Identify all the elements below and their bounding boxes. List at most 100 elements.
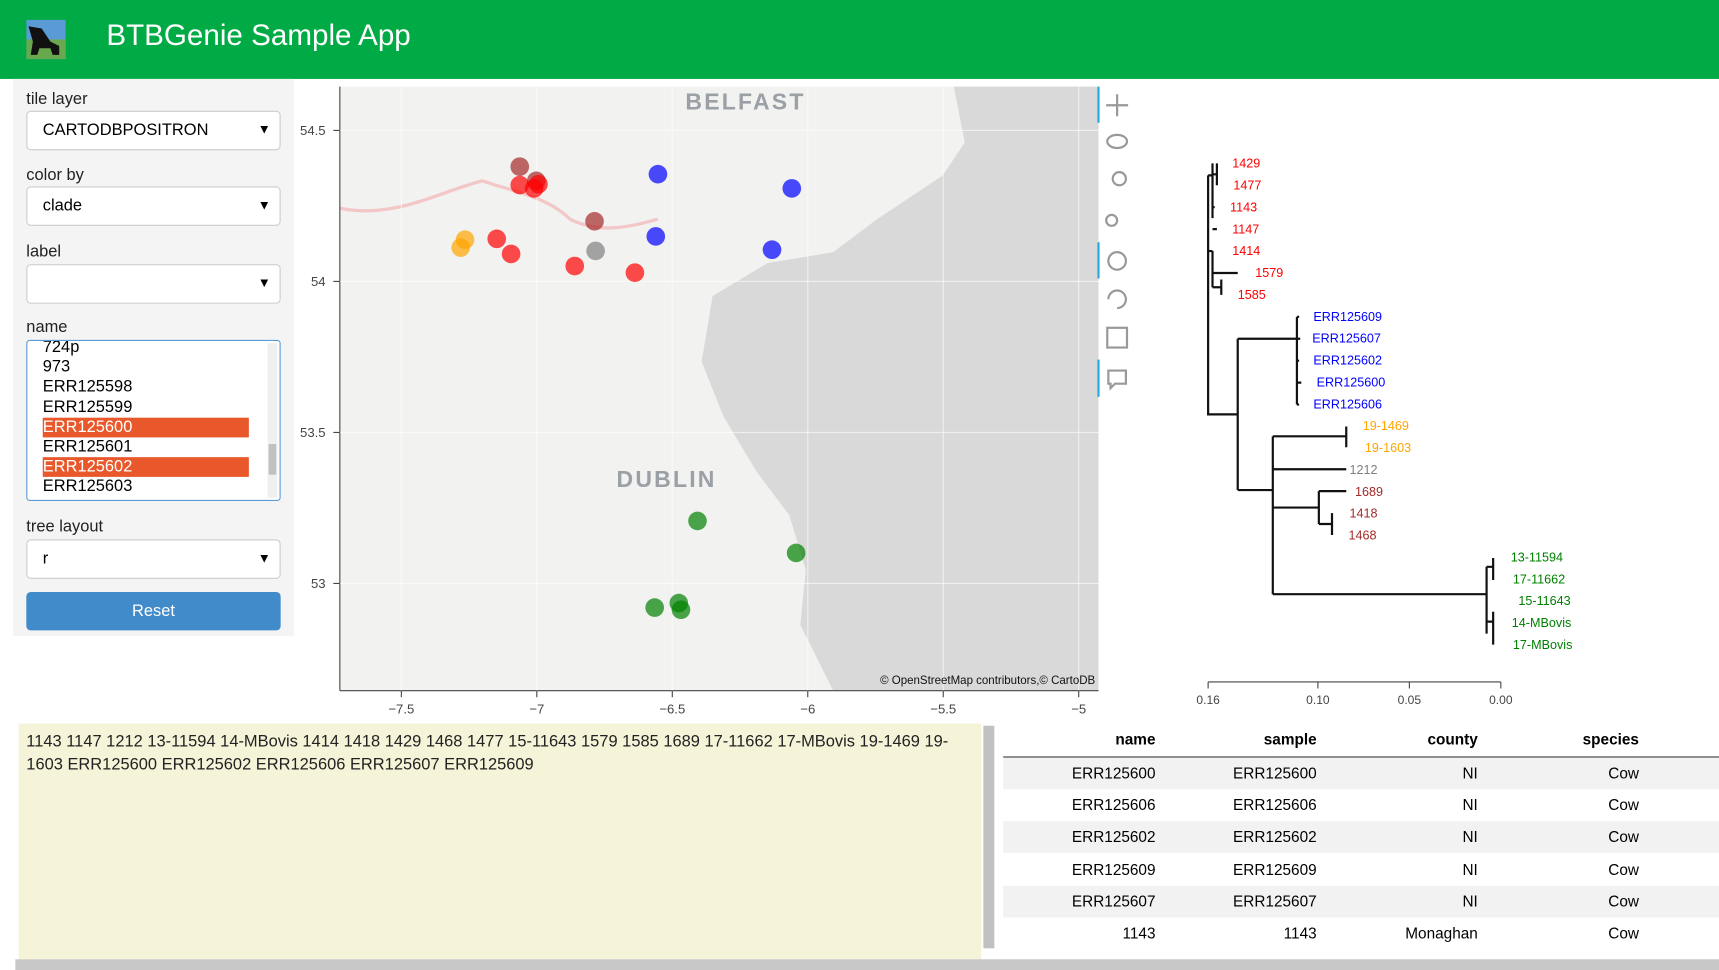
list-option[interactable]: ERR125603 bbox=[42, 477, 133, 496]
box-zoom-tool[interactable] bbox=[1111, 171, 1127, 187]
reset-tool[interactable] bbox=[1107, 289, 1127, 310]
control-label: name bbox=[26, 317, 68, 337]
table-cell: 1143 bbox=[1122, 924, 1156, 942]
table-cell: ERR125609 bbox=[1071, 860, 1156, 878]
tree-tick-label: 0.10 bbox=[1306, 693, 1330, 707]
lasso-tool[interactable] bbox=[1106, 133, 1129, 150]
x-tick-label: −7.5 bbox=[388, 702, 414, 717]
tree-tick-label: 0.16 bbox=[1196, 693, 1220, 707]
list-option[interactable]: ERR125601 bbox=[42, 437, 133, 457]
leaf-label: 1468 bbox=[1348, 529, 1376, 543]
map-point bbox=[501, 244, 521, 264]
control-label: tree layout bbox=[26, 517, 104, 537]
table-cell: Cow bbox=[1608, 764, 1639, 782]
table-cell: ERR125602 bbox=[1233, 828, 1317, 846]
leaf-label: 1212 bbox=[1350, 463, 1378, 477]
table-header-rule bbox=[1003, 756, 1719, 758]
leaf-label: 17-11662 bbox=[1513, 572, 1565, 586]
scroll-thumb bbox=[268, 444, 277, 475]
leaf-label: 1585 bbox=[1238, 288, 1266, 302]
map-point bbox=[782, 179, 802, 198]
zoom-tool[interactable] bbox=[1105, 213, 1119, 227]
leaf-label: 1579 bbox=[1255, 266, 1283, 280]
table-cell: ERR125607 bbox=[1233, 892, 1317, 910]
leaf-label: ERR125606 bbox=[1313, 397, 1382, 411]
table-cell: ERR125609 bbox=[1233, 860, 1317, 878]
reset-button[interactable]: Reset bbox=[26, 592, 281, 631]
leaf-label: ERR125607 bbox=[1312, 332, 1381, 346]
table-cell: ERR125600 bbox=[1233, 764, 1317, 782]
attribution: © OpenStreetMap contributors,© CartoDB bbox=[880, 675, 1095, 687]
map-point bbox=[645, 598, 665, 617]
table-cell: NI bbox=[1462, 796, 1478, 814]
select[interactable]: CARTODBPOSITRON bbox=[26, 110, 281, 151]
place-label: DUBLIN bbox=[617, 466, 717, 492]
y-tick-label: 53 bbox=[311, 576, 326, 591]
name-list[interactable]: 724p 973 ERR125598 ERR125599 ERR125600 ERR125… bbox=[26, 339, 281, 502]
app-title: BTBGenie Sample App bbox=[106, 18, 411, 52]
x-tick-label: −5 bbox=[1071, 702, 1086, 717]
map-point bbox=[688, 511, 707, 531]
leaf-label: 15-11643 bbox=[1518, 594, 1570, 608]
x-tick-label: −5.5 bbox=[930, 702, 956, 717]
table-cell: NI bbox=[1462, 828, 1478, 846]
control-label: tile layer bbox=[26, 89, 88, 109]
pan-tool[interactable] bbox=[1106, 94, 1129, 117]
column-header: sample bbox=[1263, 730, 1317, 748]
map-point bbox=[529, 174, 548, 194]
table-cell: Cow bbox=[1608, 860, 1639, 878]
table-cell: ERR125600 bbox=[1071, 764, 1156, 782]
leaf-label: ERR125600 bbox=[1317, 375, 1386, 389]
map-point bbox=[487, 229, 507, 249]
list-option[interactable]: ERR125602 bbox=[42, 457, 249, 478]
table-cell: ERR125607 bbox=[1071, 892, 1156, 910]
column-header: species bbox=[1582, 730, 1639, 748]
select[interactable] bbox=[26, 264, 281, 304]
table-cell: ERR125602 bbox=[1071, 828, 1156, 846]
list-option[interactable]: 973 bbox=[42, 357, 71, 377]
select[interactable]: clade bbox=[26, 186, 281, 226]
list-option[interactable]: ERR125600 bbox=[42, 417, 249, 438]
column-header: county bbox=[1427, 730, 1478, 748]
list-option[interactable]: ERR125599 bbox=[42, 397, 133, 417]
tree-branches bbox=[1207, 163, 1495, 645]
leaf-label: 17-MBovis bbox=[1513, 638, 1572, 652]
table-cell: ERR125606 bbox=[1071, 796, 1156, 814]
leaf-label: 14-MBovis bbox=[1512, 616, 1572, 630]
map-point bbox=[451, 238, 471, 257]
table-row bbox=[1003, 821, 1719, 854]
x-tick-label: −6.5 bbox=[659, 702, 685, 717]
tree-tick-label: 0.00 bbox=[1489, 693, 1513, 707]
leaf-label: 1143 bbox=[1230, 200, 1257, 214]
map-point bbox=[648, 164, 668, 184]
x-tick-label: −6 bbox=[800, 702, 815, 717]
list-option[interactable]: 724p bbox=[42, 339, 80, 357]
select[interactable]: r bbox=[26, 539, 281, 579]
table-cell: Cow bbox=[1608, 924, 1639, 942]
map-point bbox=[671, 600, 691, 620]
hover-tool[interactable] bbox=[1107, 369, 1127, 391]
control-label: label bbox=[26, 242, 62, 261]
map-point bbox=[510, 157, 530, 176]
scrollbar bbox=[267, 343, 278, 498]
table-cell: Cow bbox=[1608, 828, 1639, 846]
map-point bbox=[586, 241, 605, 261]
logo bbox=[26, 19, 66, 60]
selection-text[interactable]: 1143 1147 1212 13-11594 14-MBovis 1414 1… bbox=[18, 723, 982, 960]
map-point bbox=[786, 543, 806, 563]
tree-tick-label: 0.05 bbox=[1398, 693, 1422, 707]
leaf-label: 1414 bbox=[1232, 244, 1260, 258]
table-cell: ERR125606 bbox=[1233, 796, 1317, 814]
save-tool[interactable] bbox=[1106, 326, 1129, 349]
wheel-zoom-tool[interactable] bbox=[1107, 251, 1127, 271]
list-option[interactable]: ERR125598 bbox=[42, 377, 133, 397]
map-point bbox=[762, 240, 782, 260]
map-point bbox=[585, 211, 604, 231]
map-point bbox=[625, 263, 645, 282]
leaf-label: 1477 bbox=[1233, 179, 1261, 193]
leaf-label: 1147 bbox=[1232, 222, 1259, 236]
map-point bbox=[510, 175, 530, 195]
place-label: BELFAST bbox=[685, 89, 805, 115]
